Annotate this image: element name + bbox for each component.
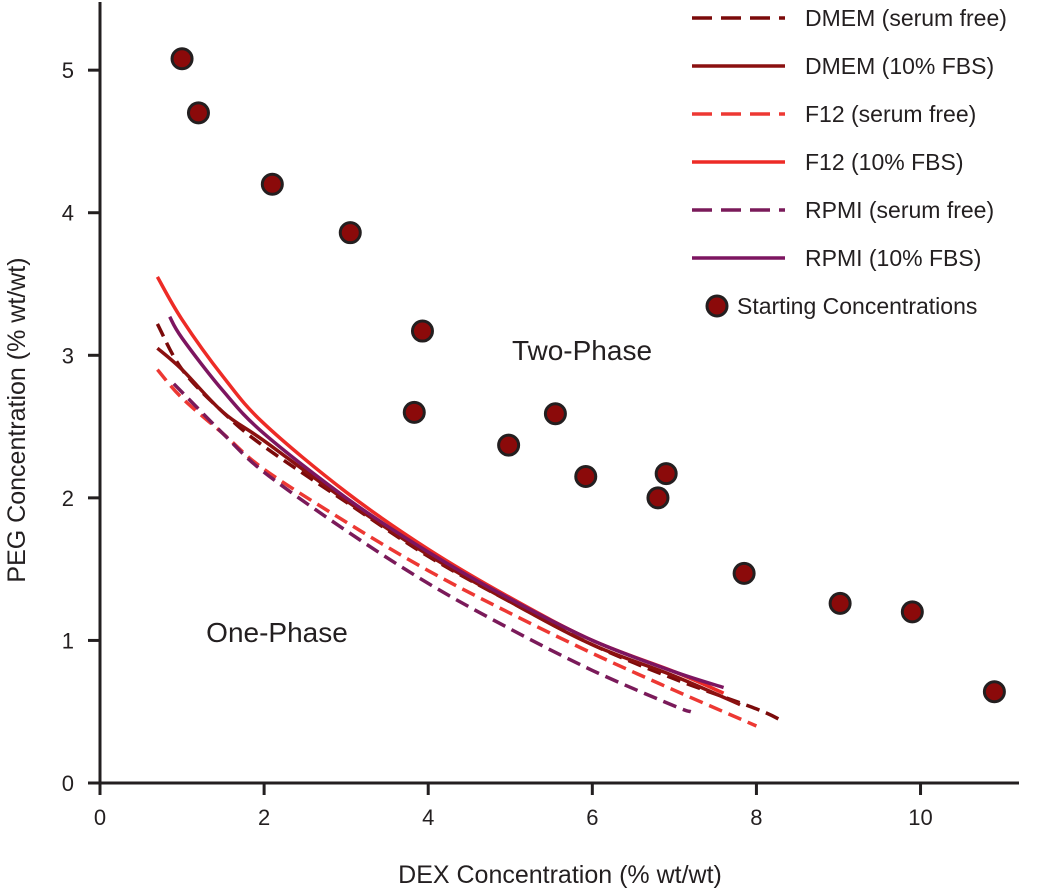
annotation-one-phase: One-Phase [206,617,348,648]
starting-concentration-point [543,402,567,426]
phase-boundary-curves [155,276,782,728]
starting-concentration-point [402,400,426,424]
series-line-f12-serum-free [156,368,758,728]
starting-concentration-point [574,464,598,488]
starting-concentration-point [982,680,1006,704]
legend-swatch-starting-concentrations [705,294,729,318]
annotation-two-phase: Two-Phase [512,335,652,366]
starting-concentration-point [732,561,756,585]
y-tick-label: 5 [62,58,74,83]
series-line-rpmi-serum-free [172,382,692,714]
starting-concentration-points [170,47,1006,704]
starting-concentration-point [900,600,924,624]
starting-concentration-point [170,47,194,71]
legend-label-f12-serum-free: F12 (serum free) [805,101,976,127]
starting-concentration-point [260,172,284,196]
x-tick-label: 8 [750,805,762,830]
starting-concentration-point [654,462,678,486]
legend-label-starting-concentrations: Starting Concentrations [737,293,977,319]
series-line-dmem-serum-free [155,323,782,722]
legend: DMEM (serum free) DMEM (10% FBS) F12 (seru… [692,5,1007,319]
y-tick-label: 4 [62,201,74,226]
starting-concentration-point [186,101,210,125]
x-tick-label: 2 [258,805,270,830]
legend-label-rpmi-serum-free: RPMI (serum free) [805,197,994,223]
x-tick-label: 6 [586,805,598,830]
y-tick-label: 0 [62,771,74,796]
legend-label-rpmi-10-fbs: RPMI (10% FBS) [805,245,981,271]
x-tick-label: 10 [908,805,932,830]
legend-label-dmem-serum-free: DMEM (serum free) [805,5,1007,31]
x-tick-label: 4 [422,805,434,830]
starting-concentration-point [410,319,434,343]
series-line-dmem-10-fbs [156,346,741,707]
starting-concentration-point [828,591,852,615]
series-line-rpmi-10-fbs [168,315,725,690]
starting-concentration-point [646,486,670,510]
starting-concentration-point [497,433,521,457]
legend-label-dmem-10-fbs: DMEM (10% FBS) [805,53,994,79]
axis-ticks: 0 2 4 6 8 10 0 1 2 3 4 5 [62,58,933,830]
x-axis-title: DEX Concentration (% wt/wt) [398,861,722,889]
y-tick-label: 2 [62,486,74,511]
y-tick-label: 1 [62,628,74,653]
starting-concentration-point [338,221,362,245]
legend-label-f12-10-fbs: F12 (10% FBS) [805,149,964,175]
y-axis-title: PEG Concentration (% wt/wt) [3,257,31,582]
axes [98,2,1019,785]
x-tick-label: 0 [94,805,106,830]
y-tick-label: 3 [62,343,74,368]
